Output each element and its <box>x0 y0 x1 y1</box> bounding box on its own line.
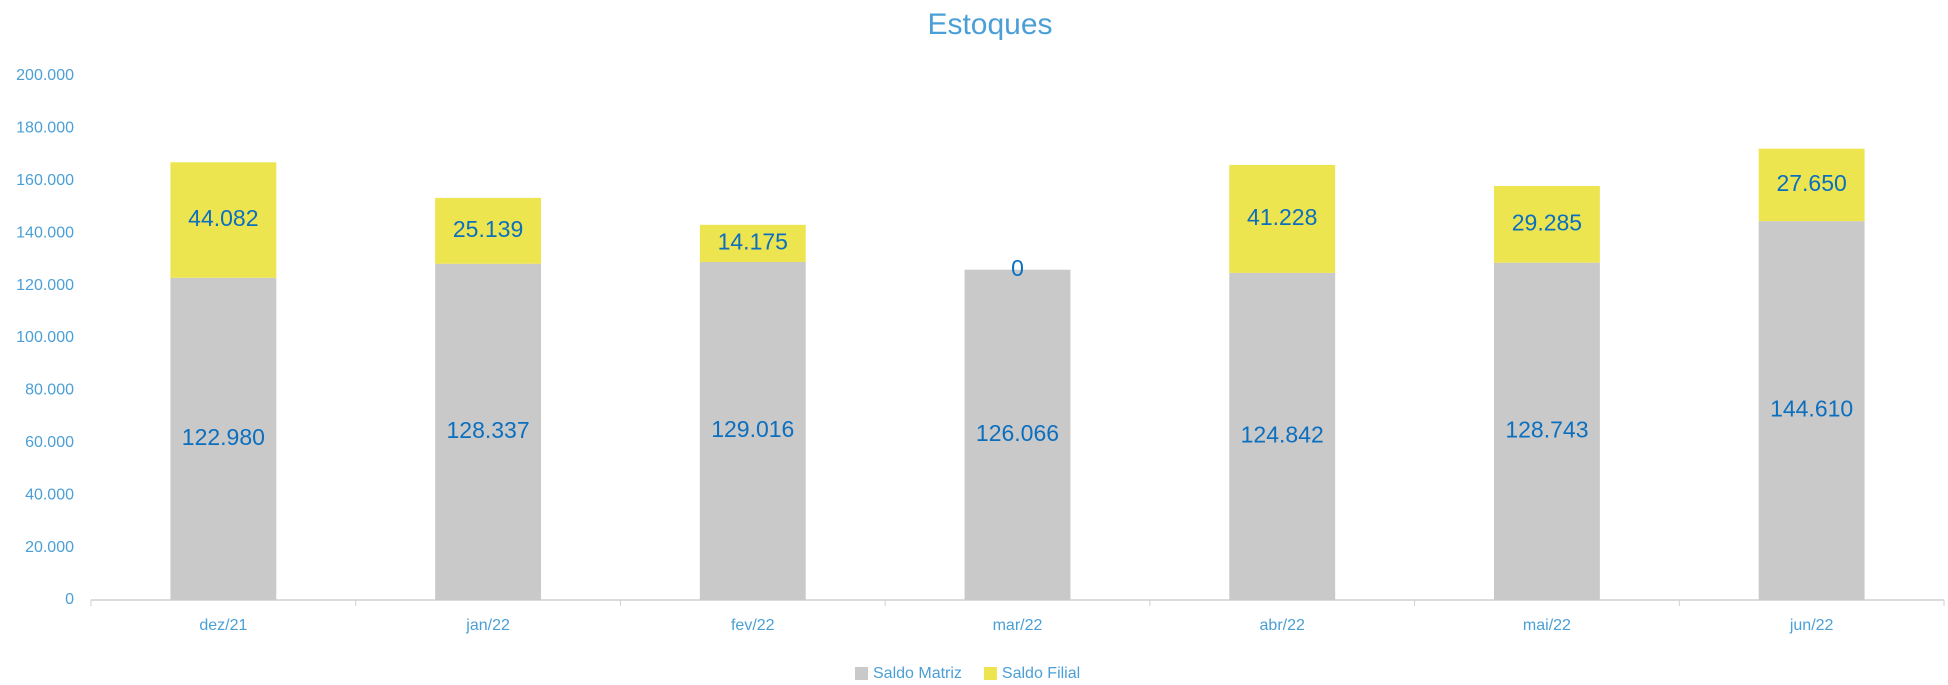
value-label: 128.743 <box>1505 416 1588 442</box>
legend-swatch <box>855 667 868 680</box>
bar-segment <box>435 197 542 264</box>
bar-segment <box>1758 221 1865 600</box>
bar-segment <box>435 263 542 600</box>
y-tick-label: 200.000 <box>16 67 74 84</box>
chart-title: Estoques <box>927 8 1052 41</box>
value-label: 44.082 <box>188 205 258 231</box>
bar-segment <box>1758 148 1865 222</box>
bar-segment <box>1493 262 1600 600</box>
legend-swatch <box>983 667 997 680</box>
bar-segment <box>699 261 806 600</box>
legend-label: Saldo Matriz <box>873 665 962 682</box>
y-tick-label: 160.000 <box>16 172 74 189</box>
value-label: 29.285 <box>1512 209 1582 235</box>
value-label: 25.139 <box>453 216 523 242</box>
bar-segment <box>964 269 1071 600</box>
value-label: 14.175 <box>718 228 788 254</box>
value-label: 41.228 <box>1247 204 1317 230</box>
x-tick-label: mai/22 <box>1523 617 1571 634</box>
bar-segment <box>699 224 806 262</box>
bar-segment <box>1229 272 1336 600</box>
bar-segment <box>1229 164 1336 273</box>
x-tick-label: dez/21 <box>199 617 247 634</box>
value-label: 126.066 <box>976 420 1059 446</box>
value-label: 128.337 <box>447 417 530 443</box>
y-tick-label: 180.000 <box>16 120 74 137</box>
x-tick-label: jun/22 <box>1789 617 1834 634</box>
value-label: 124.842 <box>1241 422 1324 448</box>
y-tick-label: 140.000 <box>16 224 74 241</box>
value-label: 0 <box>1011 255 1024 281</box>
value-label: 144.610 <box>1770 396 1853 422</box>
value-label: 27.650 <box>1776 170 1846 196</box>
y-tick-label: 20.000 <box>25 539 74 556</box>
value-label: 122.980 <box>182 424 265 450</box>
legend-label: Saldo Filial <box>1002 665 1080 682</box>
y-tick-label: 80.000 <box>25 382 74 399</box>
bar-segment <box>170 277 277 600</box>
y-tick-label: 120.000 <box>16 277 74 294</box>
y-tick-label: 60.000 <box>25 434 74 451</box>
bar-segment <box>170 162 277 278</box>
x-tick-label: fev/22 <box>731 617 775 634</box>
x-tick-label: abr/22 <box>1260 617 1305 634</box>
y-tick-label: 40.000 <box>25 486 74 503</box>
x-tick-label: mar/22 <box>993 617 1043 634</box>
x-tick-label: jan/22 <box>465 617 510 634</box>
y-tick-label: 0 <box>65 591 74 608</box>
y-tick-label: 100.000 <box>16 329 74 346</box>
bar-segment <box>1493 185 1600 263</box>
value-label: 129.016 <box>711 416 794 442</box>
